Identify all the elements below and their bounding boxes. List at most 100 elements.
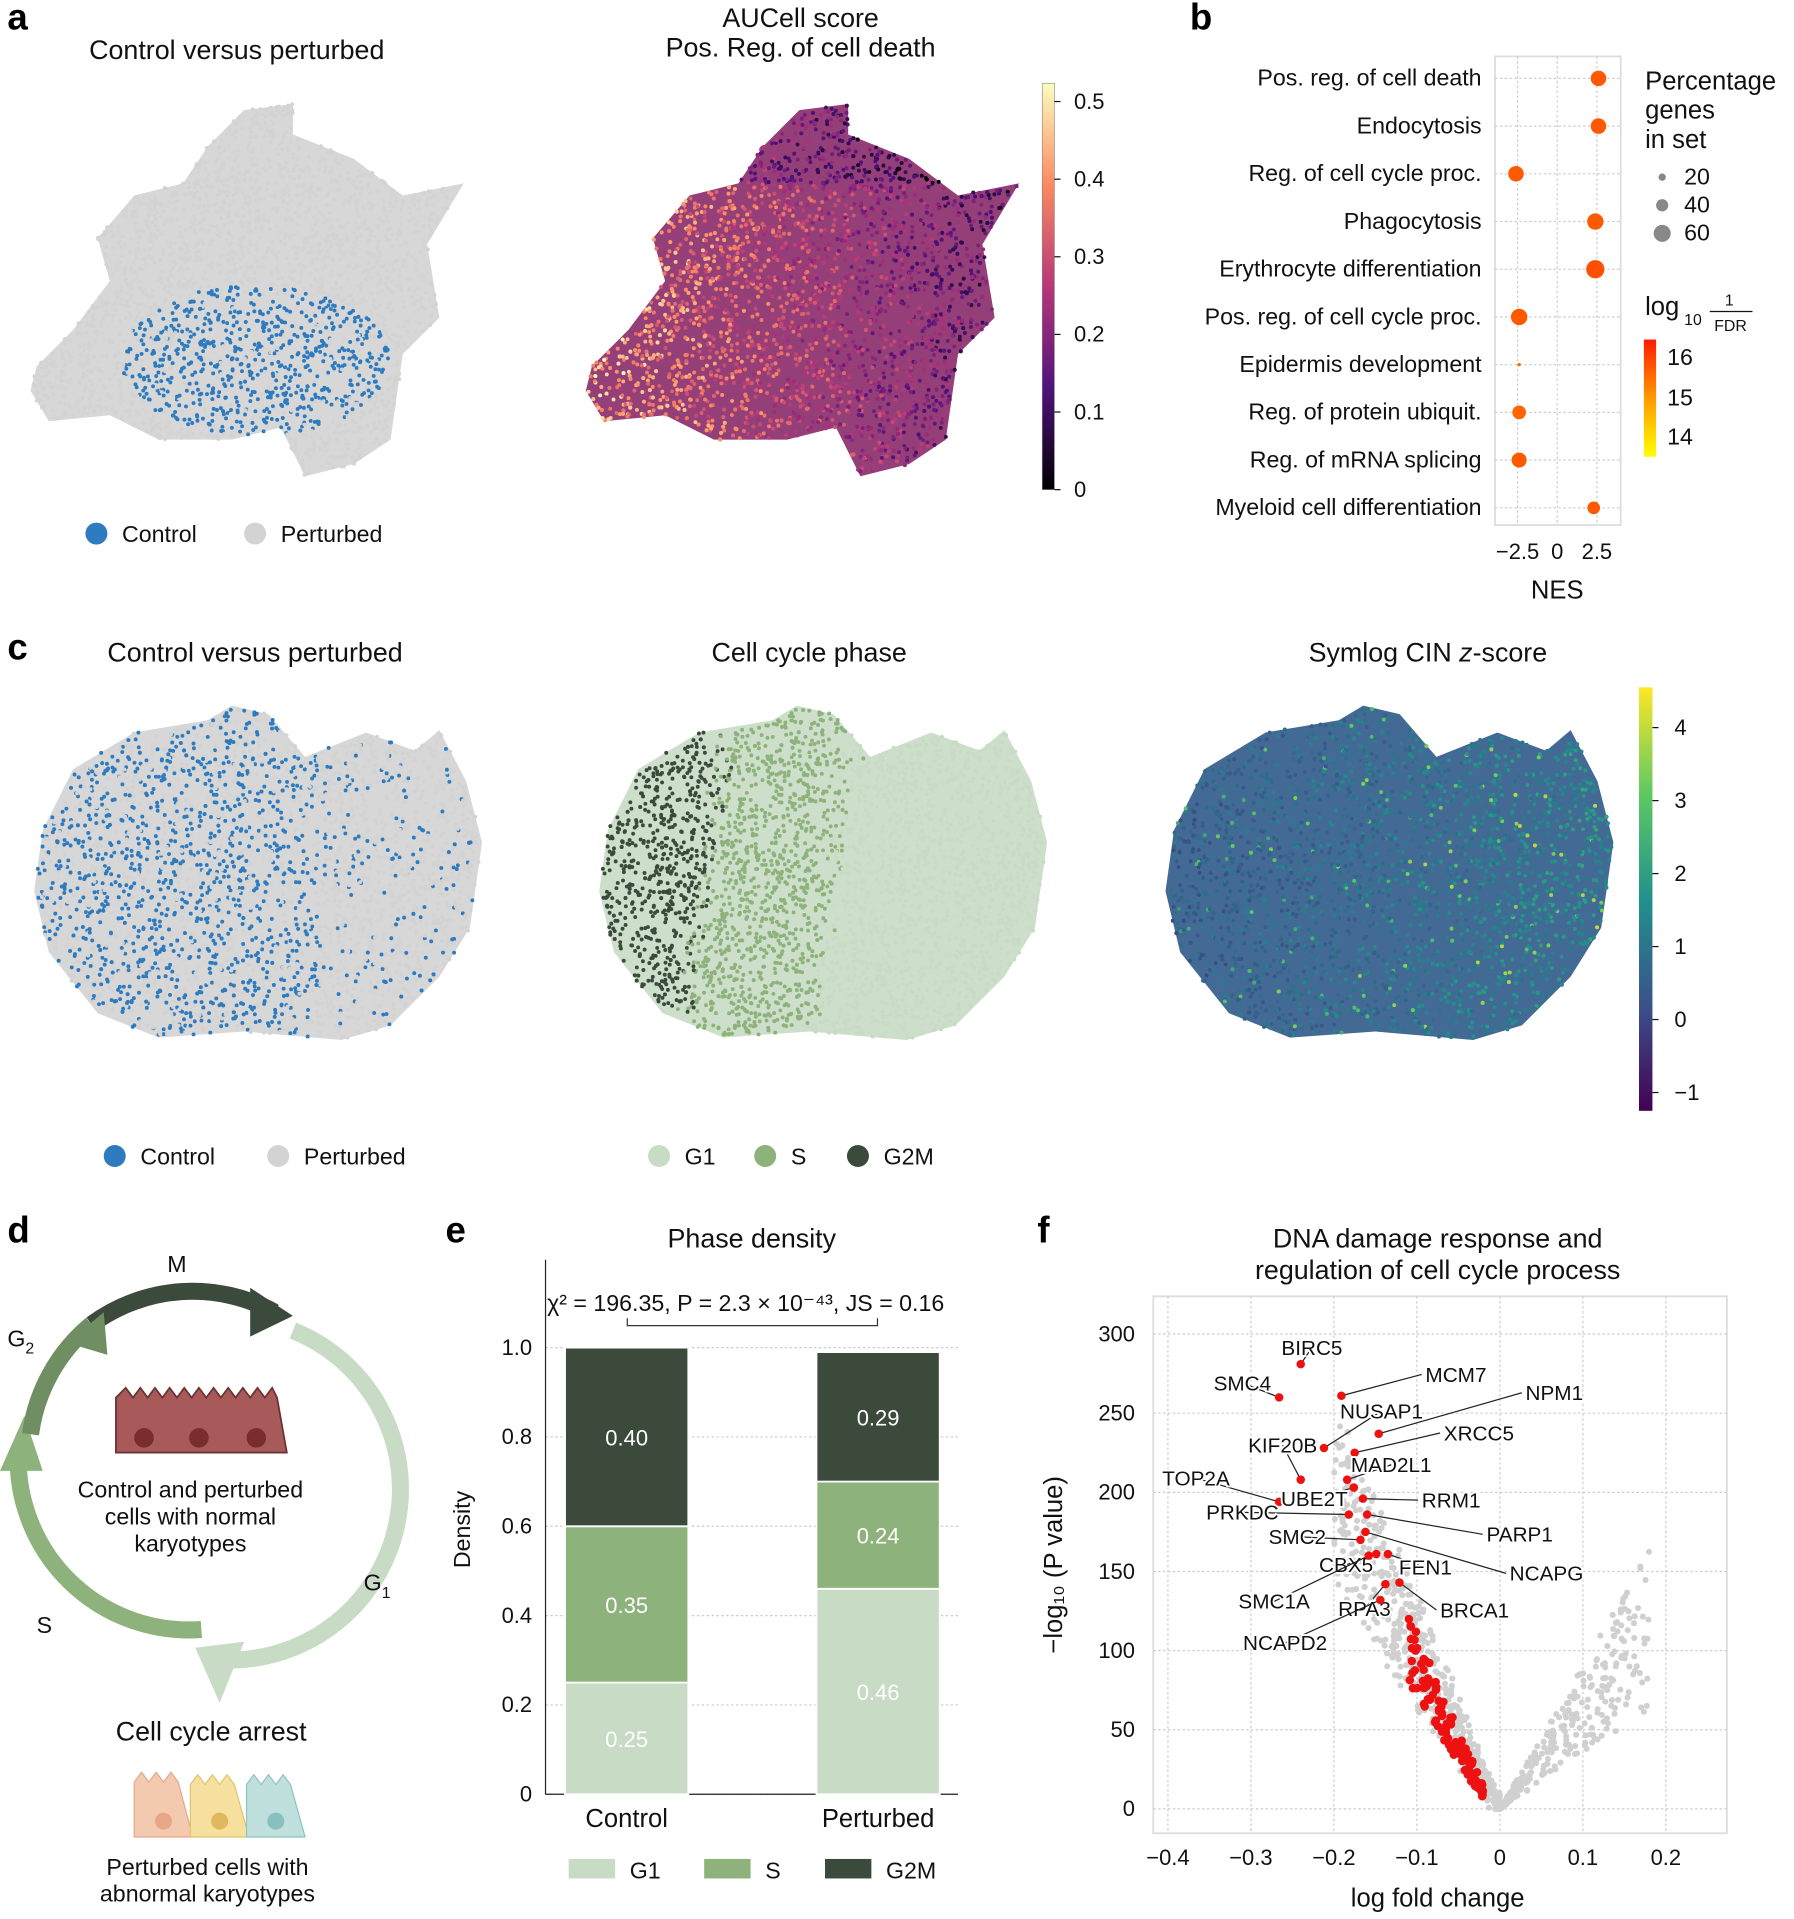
umap-cell-point [698, 276, 703, 281]
umap-cell-point [280, 416, 285, 420]
umap-cell-point [290, 294, 295, 299]
umap-cell-point [192, 214, 196, 219]
umap-cell-point [352, 240, 356, 245]
umap-cell-point [139, 321, 144, 326]
umap-cell-point [291, 155, 296, 160]
umap-cell-point [190, 284, 195, 289]
umap-cell-point [263, 120, 268, 125]
umap-cell-point [350, 251, 355, 256]
umap-cell-point [234, 320, 239, 325]
umap-cell-point [593, 367, 598, 372]
umap-cell-point [436, 216, 441, 221]
umap-cell-point [346, 362, 351, 367]
umap-cell-point [248, 279, 253, 284]
umap-cell-point [366, 424, 371, 429]
umap-cell-point [309, 333, 314, 338]
umap-cell-point [206, 284, 211, 289]
umap-cell-point [412, 194, 417, 199]
umap-cell-point [341, 225, 346, 230]
umap-cell-point [243, 320, 248, 324]
umap-cell-point [54, 364, 58, 368]
umap-cell-point [310, 353, 315, 358]
umap-cell-point [301, 248, 306, 252]
umap-cell-point [164, 336, 169, 341]
umap-cell-point [865, 347, 870, 352]
umap-cell-point [779, 246, 784, 250]
umap-cell-point [143, 304, 148, 308]
umap-cell-point [350, 389, 355, 394]
umap-cell-point [830, 210, 835, 215]
umap-cell-point [445, 206, 450, 211]
umap-cell-point [310, 233, 315, 238]
umap-cell-point [733, 294, 738, 299]
umap-cell-point [162, 352, 166, 357]
umap-cell-point [307, 236, 312, 241]
umap-cell-point [269, 240, 274, 245]
umap-cell-point [195, 387, 200, 392]
umap-cell-point [770, 141, 774, 146]
umap-cell-point [929, 358, 934, 363]
umap-cell-point [255, 157, 260, 162]
umap-cell-point [790, 213, 795, 218]
umap-cell-point [351, 298, 356, 303]
umap-cell-point [238, 279, 243, 284]
umap-cell-point [104, 354, 109, 358]
umap-cell-point [943, 434, 948, 439]
umap-cell-point [682, 407, 687, 412]
umap-cell-point [729, 343, 734, 348]
umap-cell-point [843, 381, 848, 386]
umap-cell-point [286, 103, 291, 108]
umap-cell-point [305, 471, 310, 475]
umap-cell-point [208, 242, 213, 247]
umap-cell-point [913, 415, 918, 420]
umap-cell-point [128, 313, 133, 318]
umap-cell-point [176, 285, 181, 290]
umap-cell-point [189, 307, 194, 312]
umap-cell-point [222, 148, 227, 153]
umap-cell-point [238, 336, 243, 341]
umap-cell-point [321, 290, 326, 295]
umap-cell-point [925, 246, 930, 251]
umap-cell-point [998, 188, 1003, 193]
umap-cell-point [33, 383, 38, 388]
umap-cell-point [749, 381, 754, 386]
umap-cell-point [872, 466, 877, 471]
umap-cell-point [112, 372, 117, 377]
umap-cell-point [948, 264, 953, 269]
umap-cell-point [319, 155, 324, 160]
umap-cell-point [203, 407, 208, 412]
umap-cell-point [732, 234, 737, 239]
umap-cell-point [306, 250, 311, 255]
umap-cell-point [778, 184, 783, 189]
umap-cell-point [931, 395, 935, 400]
umap-cell-point [308, 418, 313, 423]
umap-cell-point [765, 331, 770, 336]
umap-cell-point [190, 390, 195, 395]
umap-cell-point [877, 380, 882, 385]
umap-cell-point [261, 323, 266, 328]
umap-cell-point [926, 387, 931, 392]
umap-cell-point [244, 334, 249, 339]
umap-cell-point [364, 227, 368, 232]
umap-cell-point [42, 393, 47, 398]
umap-cell-point [832, 217, 837, 222]
umap-cell-point [253, 357, 258, 362]
umap-cell-point [377, 250, 382, 254]
umap-cell-point [635, 362, 640, 367]
umap-cell-point [337, 258, 342, 262]
umap-cell-point [224, 132, 229, 137]
umap-cell-point [184, 388, 189, 393]
umap-cell-point [784, 301, 789, 306]
umap-cell-point [233, 271, 238, 276]
umap-cell-point [180, 341, 184, 346]
umap-cell-point [368, 364, 373, 369]
umap-cell-point [795, 396, 800, 401]
umap-cell-point [300, 297, 305, 302]
umap-cell-point [302, 331, 307, 336]
umap-cell-point [358, 287, 363, 292]
umap-cell-point [836, 343, 841, 348]
umap-cell-point [38, 379, 43, 384]
umap-cell-point [411, 216, 416, 221]
umap-cell-point [901, 224, 906, 229]
umap-cell-point [71, 413, 76, 418]
